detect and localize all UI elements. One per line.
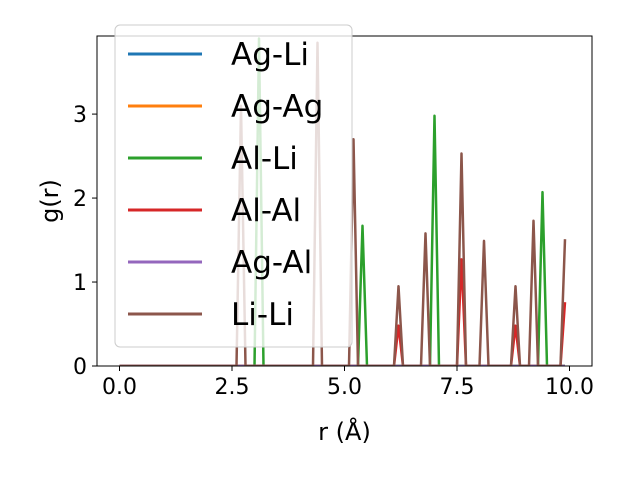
x-axis-label: r (Å)	[318, 417, 371, 446]
y-tick-label: 3	[73, 103, 87, 128]
x-tick-label: 2.5	[215, 375, 250, 400]
legend: Ag-Li Ag-Ag Al-Li Al-Al Ag-Al Li-Li	[114, 24, 353, 348]
legend-label-li-li: Li-Li	[231, 297, 294, 333]
x-tick-label: 7.5	[440, 375, 475, 400]
y-axis: 0 1 2 3	[73, 103, 97, 380]
x-tick-label: 10.0	[545, 375, 594, 400]
x-axis: 0.0 2.5 5.0 7.5 10.0	[102, 366, 594, 400]
legend-label-ag-al: Ag-Al	[231, 245, 312, 281]
legend-label-ag-li: Ag-Li	[231, 37, 309, 73]
y-tick-label: 2	[73, 187, 87, 212]
legend-label-ag-ag: Ag-Ag	[231, 89, 323, 125]
y-tick-label: 1	[73, 271, 87, 296]
y-tick-label: 0	[73, 355, 87, 380]
y-axis-label: g(r)	[36, 179, 64, 223]
legend-label-al-al: Al-Al	[231, 193, 301, 229]
x-tick-label: 5.0	[327, 375, 362, 400]
x-tick-label: 0.0	[102, 375, 137, 400]
legend-label-al-li: Al-Li	[231, 141, 298, 177]
